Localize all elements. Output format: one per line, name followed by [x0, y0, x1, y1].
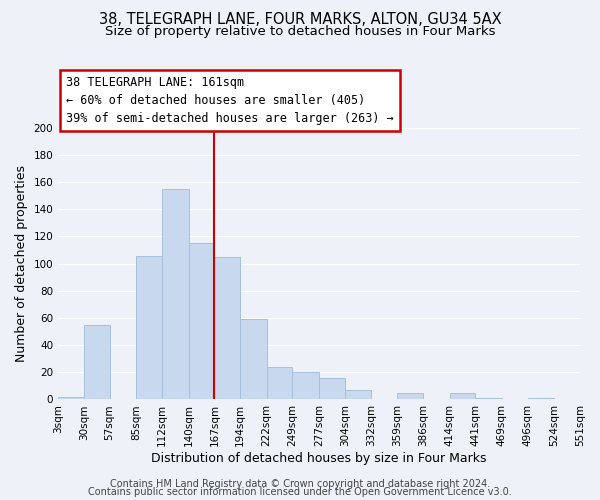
Bar	[58, 396, 84, 400]
Bar	[136, 256, 162, 400]
Bar	[527, 398, 554, 400]
Text: 38, TELEGRAPH LANE, FOUR MARKS, ALTON, GU34 5AX: 38, TELEGRAPH LANE, FOUR MARKS, ALTON, G…	[98, 12, 502, 28]
Text: Contains HM Land Registry data © Crown copyright and database right 2024.: Contains HM Land Registry data © Crown c…	[110, 479, 490, 489]
Bar	[267, 367, 292, 400]
Bar	[84, 325, 110, 400]
Bar	[397, 392, 423, 400]
Bar	[188, 244, 214, 400]
Bar	[449, 392, 475, 400]
Y-axis label: Number of detached properties: Number of detached properties	[15, 165, 28, 362]
Bar	[162, 189, 188, 400]
Bar	[319, 378, 345, 400]
Text: 38 TELEGRAPH LANE: 161sqm
← 60% of detached houses are smaller (405)
39% of semi: 38 TELEGRAPH LANE: 161sqm ← 60% of detac…	[66, 76, 394, 125]
Text: Contains public sector information licensed under the Open Government Licence v3: Contains public sector information licen…	[88, 487, 512, 497]
Bar	[292, 372, 319, 400]
Text: Size of property relative to detached houses in Four Marks: Size of property relative to detached ho…	[105, 25, 495, 38]
Bar	[475, 398, 502, 400]
Bar	[240, 320, 267, 400]
Bar	[345, 390, 371, 400]
X-axis label: Distribution of detached houses by size in Four Marks: Distribution of detached houses by size …	[151, 452, 487, 465]
Bar	[214, 257, 240, 400]
